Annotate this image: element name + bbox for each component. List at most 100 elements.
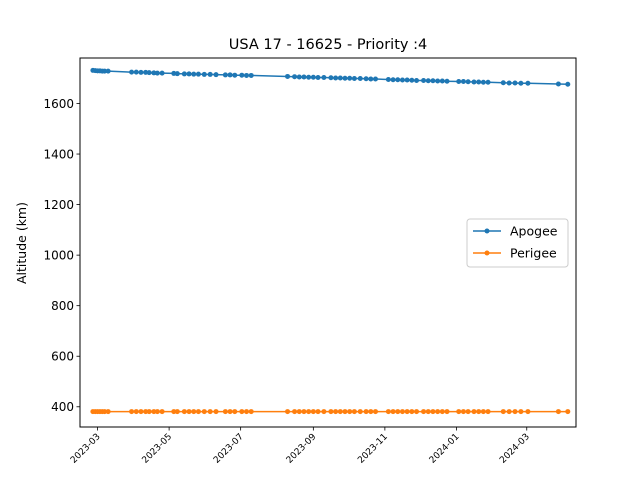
data-point-apogee bbox=[321, 74, 327, 80]
x-axis-ticks: 2023-03 2023-05 2023-07 2023-09 2023-11 2024-… bbox=[69, 427, 532, 466]
data-point-perigee bbox=[129, 409, 135, 415]
series-layer bbox=[90, 67, 571, 415]
y-tick-label: 600 bbox=[51, 350, 74, 364]
data-point-perigee bbox=[138, 409, 144, 415]
x-tick-label: 2024-01 bbox=[428, 432, 462, 466]
data-point-apogee bbox=[239, 72, 245, 78]
data-point-apogee bbox=[306, 74, 312, 80]
data-point-apogee bbox=[347, 75, 353, 81]
data-point-apogee bbox=[337, 75, 343, 81]
data-point-apogee bbox=[485, 79, 491, 85]
x-tick-label: 2023-03 bbox=[69, 432, 103, 466]
data-point-perigee bbox=[146, 409, 152, 415]
data-point-perigee bbox=[555, 409, 561, 415]
data-point-apogee bbox=[357, 75, 363, 81]
data-point-apogee bbox=[181, 71, 187, 77]
data-point-apogee bbox=[351, 75, 357, 81]
legend-perigee-label: Perigee bbox=[510, 246, 557, 261]
data-point-perigee bbox=[465, 409, 471, 415]
data-point-perigee bbox=[460, 409, 466, 415]
data-point-perigee bbox=[385, 409, 391, 415]
data-point-apogee bbox=[385, 76, 391, 82]
legend-apogee-label: Apogee bbox=[510, 224, 558, 239]
data-point-perigee bbox=[151, 409, 157, 415]
data-point-perigee bbox=[421, 409, 427, 415]
data-point-apogee bbox=[476, 79, 482, 85]
data-point-apogee bbox=[248, 72, 254, 78]
data-point-apogee bbox=[133, 69, 139, 75]
data-point-perigee bbox=[186, 409, 192, 415]
data-point-perigee bbox=[480, 409, 486, 415]
data-point-perigee bbox=[444, 409, 450, 415]
data-point-apogee bbox=[414, 77, 420, 83]
data-point-apogee bbox=[232, 72, 238, 78]
data-point-apogee bbox=[512, 80, 518, 86]
plot-frame bbox=[79, 57, 577, 428]
data-point-apogee bbox=[465, 79, 471, 85]
data-point-perigee bbox=[399, 409, 405, 415]
series-perigee bbox=[90, 409, 571, 415]
data-point-perigee bbox=[342, 409, 348, 415]
data-point-perigee bbox=[154, 409, 160, 415]
data-point-perigee bbox=[357, 409, 363, 415]
data-point-apogee bbox=[409, 77, 415, 83]
data-point-perigee bbox=[222, 409, 228, 415]
data-point-apogee bbox=[518, 80, 524, 86]
data-point-perigee bbox=[315, 409, 321, 415]
data-point-perigee bbox=[296, 409, 302, 415]
data-point-apogee bbox=[480, 79, 486, 85]
data-point-apogee bbox=[435, 78, 441, 84]
data-point-apogee bbox=[154, 70, 160, 76]
data-point-apogee bbox=[146, 70, 152, 76]
data-point-perigee bbox=[244, 409, 250, 415]
data-point-perigee bbox=[310, 409, 316, 415]
data-point-apogee bbox=[105, 68, 111, 74]
data-point-apogee bbox=[555, 81, 561, 87]
data-point-perigee bbox=[102, 409, 108, 415]
data-point-perigee bbox=[159, 409, 165, 415]
data-point-apogee bbox=[315, 74, 321, 80]
data-point-apogee bbox=[222, 72, 228, 78]
data-point-perigee bbox=[195, 409, 201, 415]
data-point-perigee bbox=[456, 409, 462, 415]
data-point-perigee bbox=[351, 409, 357, 415]
data-point-apogee bbox=[399, 77, 405, 83]
data-point-perigee bbox=[174, 409, 180, 415]
y-tick-label: 1600 bbox=[43, 97, 74, 111]
data-point-apogee bbox=[565, 81, 571, 87]
data-point-apogee bbox=[201, 71, 207, 77]
y-tick-label: 400 bbox=[51, 400, 74, 414]
data-point-perigee bbox=[425, 409, 431, 415]
data-point-apogee bbox=[328, 75, 334, 81]
x-tick-label: 2023-09 bbox=[285, 432, 319, 466]
data-point-apogee bbox=[301, 74, 307, 80]
data-point-perigee bbox=[500, 409, 506, 415]
data-point-perigee bbox=[181, 409, 187, 415]
data-point-perigee bbox=[471, 409, 477, 415]
data-point-perigee bbox=[409, 409, 415, 415]
data-point-apogee bbox=[404, 77, 410, 83]
y-tick-label: 800 bbox=[51, 299, 74, 313]
data-point-apogee bbox=[244, 72, 250, 78]
data-point-apogee bbox=[102, 68, 108, 74]
data-point-perigee bbox=[363, 409, 369, 415]
data-point-apogee bbox=[456, 79, 462, 84]
data-point-perigee bbox=[435, 409, 441, 415]
data-point-apogee bbox=[372, 76, 378, 82]
data-point-apogee bbox=[159, 70, 165, 76]
data-point-apogee bbox=[471, 79, 477, 85]
y-axis-label: Altitude (km) bbox=[14, 202, 29, 284]
data-point-apogee bbox=[195, 71, 201, 77]
data-point-apogee bbox=[186, 71, 192, 77]
legend-perigee-marker bbox=[484, 250, 490, 256]
data-point-perigee bbox=[333, 409, 339, 415]
data-point-apogee bbox=[191, 71, 197, 77]
data-point-apogee bbox=[525, 80, 531, 86]
plot-area bbox=[79, 57, 577, 428]
data-point-perigee bbox=[337, 409, 343, 415]
data-point-perigee bbox=[347, 409, 353, 415]
legend-apogee-marker bbox=[484, 228, 490, 234]
data-point-perigee bbox=[232, 409, 238, 415]
data-point-apogee bbox=[174, 71, 180, 77]
data-point-perigee bbox=[227, 409, 233, 415]
